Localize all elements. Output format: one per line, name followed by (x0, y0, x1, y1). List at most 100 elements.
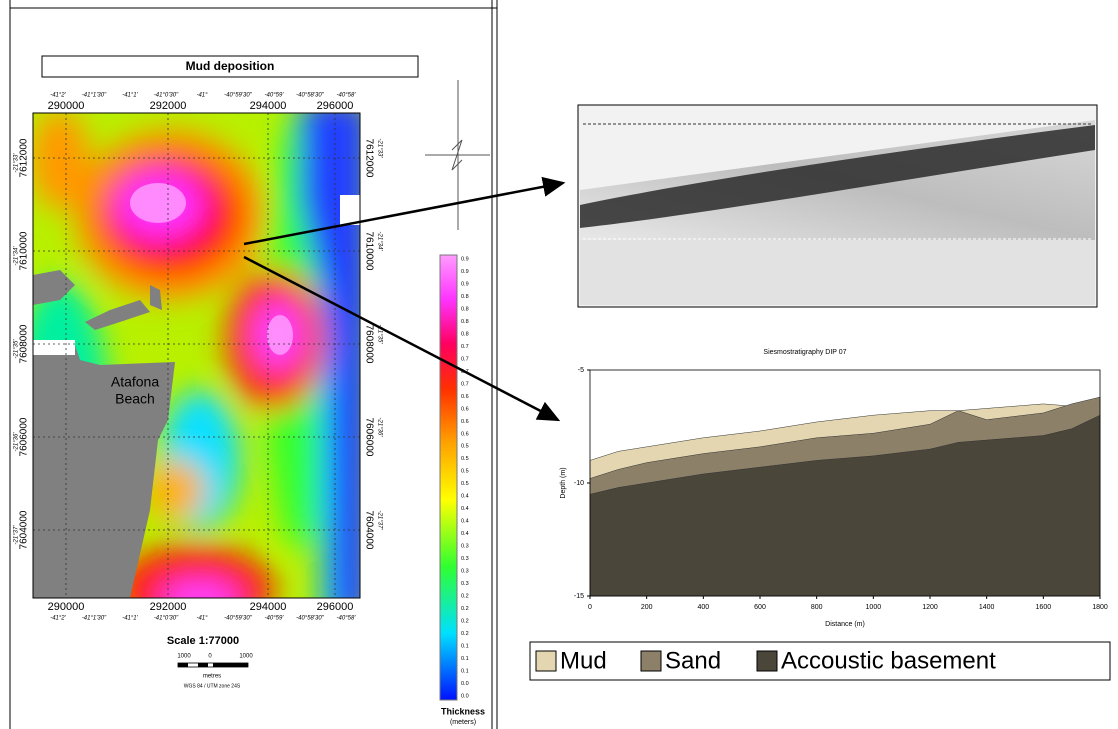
legend-label: Sand (665, 647, 721, 674)
colorbar-label: 0.3 (461, 569, 469, 575)
easting-label: 296000 (317, 601, 354, 613)
colorbar-label: 0.7 (461, 356, 469, 362)
seismic-image (577, 104, 1098, 308)
northing-label: 7604000 (19, 510, 30, 549)
latitude-label: -21°34' (376, 232, 382, 252)
x-tick-label: 1200 (922, 604, 938, 611)
longitude-label: -40°58' (337, 616, 357, 622)
legend-label: Mud (560, 647, 607, 674)
x-tick-label: 1400 (979, 604, 995, 611)
colorbar-label: 0.5 (461, 469, 469, 475)
colorbar-label: 0.6 (461, 419, 469, 425)
northing-label: 7604000 (363, 511, 374, 550)
x-tick-label: 400 (697, 604, 709, 611)
easting-label: 290000 (48, 601, 85, 613)
colorbar-label: 0.1 (461, 656, 469, 662)
arrow (243, 255, 561, 422)
title-box (41, 55, 419, 78)
longitude-label: -41° (196, 93, 208, 99)
colorbar-label: 0.7 (461, 369, 469, 375)
latitude-label: -21°36' (376, 418, 382, 438)
map-title: Mud deposition (186, 59, 275, 73)
latitude-label: -21°33' (376, 139, 382, 159)
northing-label: 7606000 (19, 417, 30, 456)
latitude-label: -21°37' (376, 511, 382, 531)
colorbar-label: 0.8 (461, 319, 469, 325)
colorbar-label: 0.1 (461, 644, 469, 650)
northing-label: 7610000 (363, 232, 374, 271)
arrow (243, 176, 566, 246)
north-arrow (425, 80, 490, 230)
colorbar-label: 0.4 (461, 519, 469, 525)
colorbar-label: 0.8 (461, 331, 469, 337)
chart-title: Siesmostratigraphy DIP 07 (763, 349, 846, 356)
scale-title: Scale 1:77000 (167, 635, 239, 647)
colorbar-label: 0.6 (461, 431, 469, 437)
scale-bar (177, 662, 249, 668)
easting-label: 292000 (150, 100, 187, 112)
easting-label: 294000 (250, 601, 287, 613)
easting-label: 294000 (250, 100, 287, 112)
colorbar-label: 0.2 (461, 631, 469, 637)
colorbar-label: 0.9 (461, 281, 469, 287)
longitude-label: -40°58' (337, 93, 357, 99)
y-tick-label: -15 (574, 593, 584, 600)
longitude-label: -41°2' (50, 93, 66, 99)
colorbar-label: 0.4 (461, 494, 469, 500)
longitude-label: -40°59' (265, 93, 285, 99)
x-tick-label: 1600 (1036, 604, 1052, 611)
scale-label: 1000 (239, 654, 253, 660)
longitude-label: -41° (196, 616, 208, 622)
longitude-label: -41°0'30" (154, 616, 179, 622)
latitude-label: -21°33' (14, 153, 20, 173)
colorbar-label: 0.8 (461, 294, 469, 300)
legend-label: Accoustic basement (781, 647, 996, 674)
longitude-label: -41°1' (122, 616, 138, 622)
colorbar-label: 0.8 (461, 306, 469, 312)
x-tick-label: 1000 (866, 604, 882, 611)
legend-swatch (535, 650, 557, 672)
legend-swatch (640, 650, 662, 672)
x-tick-label: 600 (754, 604, 766, 611)
colorbar-label: 0.3 (461, 556, 469, 562)
colorbar-label: 0.0 (461, 681, 469, 687)
longitude-label: -41°1'30" (82, 93, 107, 99)
longitude-label: -41°1' (122, 93, 138, 99)
colorbar-unit: (meters) (450, 719, 476, 726)
colorbar-label: 0.9 (461, 269, 469, 275)
colorbar-label: 0.5 (461, 444, 469, 450)
latitude-label: -21°34' (14, 246, 20, 266)
longitude-label: -41°1'30" (82, 616, 107, 622)
x-tick-label: 200 (641, 604, 653, 611)
northing-label: 7610000 (19, 231, 30, 270)
colorbar-label: 0.7 (461, 381, 469, 387)
latitude-label: -21°35' (376, 325, 382, 345)
longitude-label: -40°58'30" (296, 93, 325, 99)
legend (529, 641, 1111, 681)
northing-label: 7612000 (363, 139, 374, 178)
colorbar-label: 0.1 (461, 668, 469, 674)
place-label: Beach (115, 391, 155, 407)
easting-label: 292000 (150, 601, 187, 613)
map-frame (32, 112, 361, 599)
place-label: Atafona (111, 374, 159, 390)
y-tick-label: -10 (574, 480, 584, 487)
x-tick-label: 1800 (1092, 604, 1108, 611)
scale-label: 1000 (177, 654, 191, 660)
y-axis-label: Depth (m) (560, 467, 567, 498)
northing-label: 7608000 (19, 324, 30, 363)
colorbar-label: 0.4 (461, 506, 469, 512)
colorbar-label: 0.4 (461, 531, 469, 537)
colorbar-label: 0.6 (461, 406, 469, 412)
x-tick-label: 0 (588, 604, 592, 611)
scale-label: 0 (208, 654, 212, 660)
latitude-label: -21°35' (14, 339, 20, 359)
colorbar-label: 0.2 (461, 594, 469, 600)
colorbar (439, 254, 458, 701)
colorbar-label: 0.2 (461, 606, 469, 612)
longitude-label: -40°59'30" (224, 93, 253, 99)
longitude-label: -40°59'30" (224, 616, 253, 622)
colorbar-label: 0.3 (461, 544, 469, 550)
northing-label: 7612000 (19, 138, 30, 177)
longitude-label: -41°0'30" (154, 93, 179, 99)
